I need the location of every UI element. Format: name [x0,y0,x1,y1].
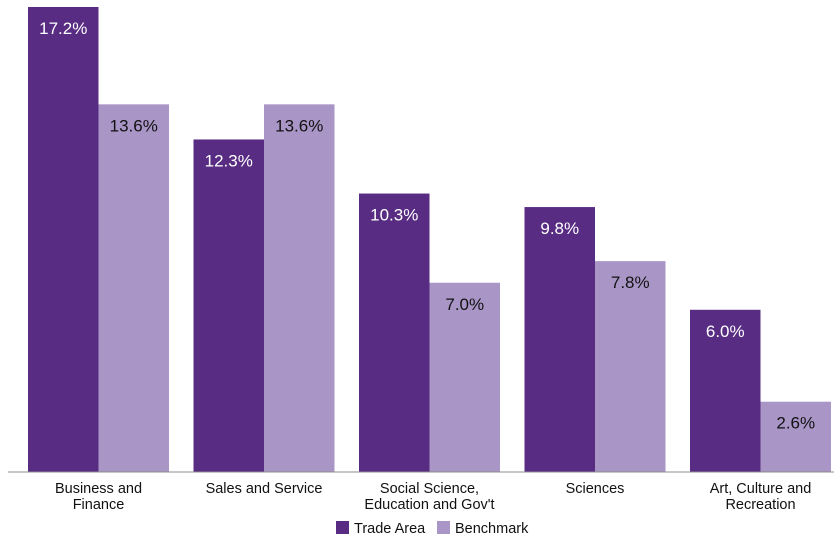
bar-trade-area-1 [193,139,264,472]
category-label-3: Sciences [566,481,625,497]
value-label-trade-area-3: 9.8% [540,219,579,238]
category-label-4: Art, Culture and Recreation [710,481,812,513]
category-label-2: Social Science, Education and Gov't [364,481,494,513]
value-label-benchmark-2: 7.0% [445,295,484,314]
bar-benchmark-3 [595,261,666,472]
bar-trade-area-2 [359,193,430,472]
bar-benchmark-2 [429,282,500,472]
bar-benchmark-4 [760,401,831,472]
bar-benchmark-0 [98,104,169,472]
value-label-trade-area-4: 6.0% [706,322,745,341]
bar-benchmark-1 [264,104,335,472]
bar-trade-area-3 [524,207,595,472]
value-labels-group: 17.2% 13.6% 12.3% 13.6% 10.3% 7.0% 9.8% 7.8% 6.0… [39,19,815,433]
value-label-benchmark-1: 13.6% [275,116,323,135]
category-labels-group: Business and Finance Sales and Service Soci… [55,481,811,513]
value-label-trade-area-0: 17.2% [39,19,87,38]
legend-swatch-trade-area [336,521,349,534]
value-label-trade-area-2: 10.3% [370,206,418,225]
bars-group [28,7,831,472]
value-label-benchmark-0: 13.6% [110,116,158,135]
legend-label-trade-area: Trade Area [354,521,426,537]
bar-trade-area-4 [690,309,761,472]
value-label-trade-area-1: 12.3% [205,151,253,170]
legend: Trade Area Benchmark [336,521,529,537]
legend-swatch-benchmark [437,521,450,534]
value-label-benchmark-3: 7.8% [611,273,650,292]
value-label-benchmark-4: 2.6% [776,414,815,433]
legend-label-benchmark: Benchmark [455,521,529,537]
bar-trade-area-0 [28,7,99,472]
category-label-0: Business and Finance [55,481,142,513]
category-label-1: Sales and Service [206,481,323,497]
